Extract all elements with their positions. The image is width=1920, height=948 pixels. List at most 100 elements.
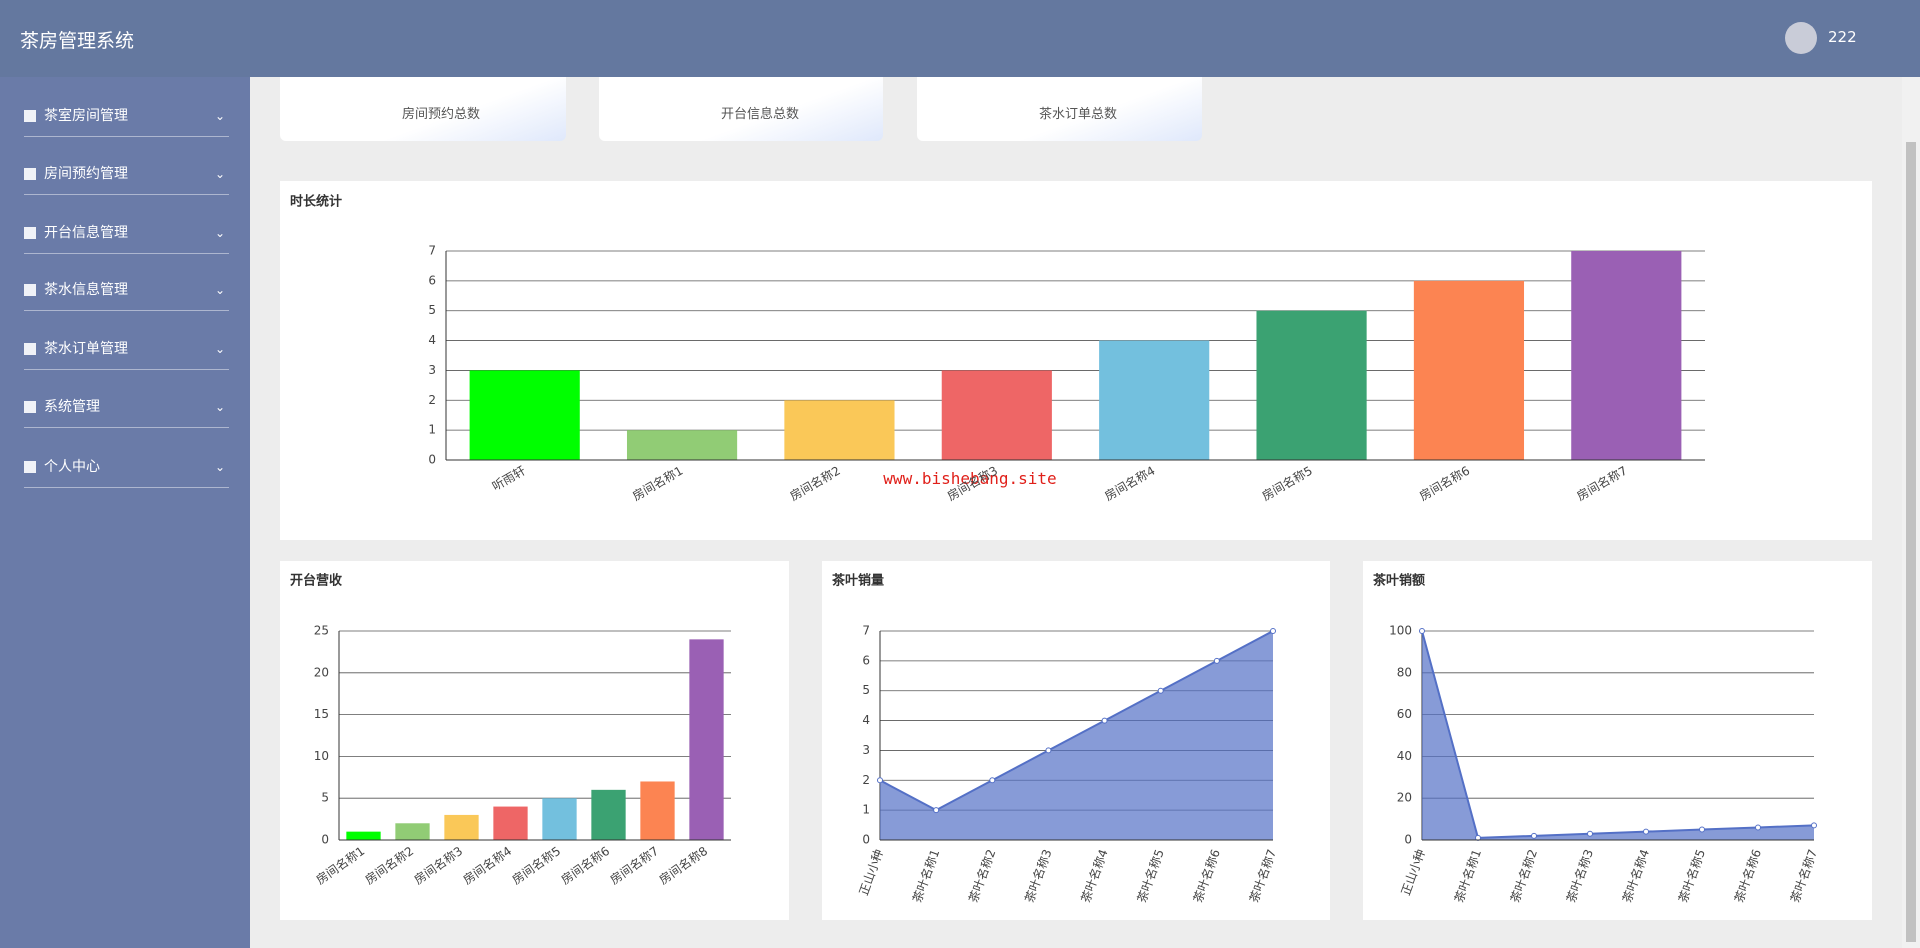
- menu-icon: [24, 284, 36, 296]
- x-tick-label: 茶叶名称4: [1078, 847, 1111, 904]
- point: [1213, 657, 1220, 664]
- y-tick-label: 60: [1397, 707, 1412, 721]
- y-tick-label: 3: [862, 743, 870, 757]
- x-tick-label: 茶叶名称2: [1507, 847, 1540, 904]
- x-tick-label: 房间名称8: [656, 843, 710, 887]
- point: [1699, 826, 1705, 833]
- line: [1421, 630, 1815, 839]
- x-tick-label: 茶叶名称5: [1675, 847, 1708, 904]
- menu-item[interactable]: 个人中心 ⌄: [24, 447, 229, 488]
- x-tick-label: 房间名称3: [411, 843, 465, 887]
- x-tick-label: 茶叶名称6: [1190, 847, 1223, 904]
- point: [877, 777, 883, 784]
- menu-item[interactable]: 系统管理 ⌄: [24, 387, 229, 428]
- bar: [941, 370, 1052, 460]
- x-tick-label: 房间名称1: [630, 463, 686, 504]
- area: [1422, 631, 1814, 840]
- avatar[interactable]: [1785, 22, 1817, 54]
- x-tick-label: 正山小种: [857, 847, 887, 897]
- bar: [1413, 280, 1525, 460]
- point: [1643, 828, 1649, 835]
- menu-icon: [24, 110, 36, 122]
- point: [933, 807, 940, 814]
- bar: [395, 823, 430, 840]
- user-name[interactable]: 222: [1828, 28, 1857, 46]
- y-tick-label: 4: [428, 333, 436, 347]
- app-title: 茶房管理系统: [20, 30, 135, 52]
- menu-item[interactable]: 开台信息管理 ⌄: [24, 213, 229, 254]
- y-tick-label: 4: [862, 713, 870, 727]
- menu-item[interactable]: 茶室房间管理 ⌄: [24, 96, 229, 137]
- bar: [1256, 310, 1367, 460]
- chart-title: 茶叶销额: [1373, 573, 1425, 589]
- menu-icon: [24, 343, 36, 355]
- x-tick-label: 茶叶名称1: [909, 847, 942, 904]
- y-tick-label: 6: [862, 653, 870, 667]
- point: [1045, 747, 1052, 754]
- x-tick-label: 听雨轩: [490, 464, 528, 494]
- chevron: ⌄: [214, 342, 225, 356]
- watermark: www.bishebang.site: [883, 469, 1056, 488]
- chevron: ⌄: [214, 226, 225, 240]
- x-tick-label: 房间名称2: [362, 843, 416, 887]
- x-tick-label: 茶叶名称3: [1563, 847, 1596, 904]
- bar: [626, 430, 738, 460]
- y-tick-label: 5: [428, 303, 436, 317]
- stat-card: 房间预约总数: [280, 77, 566, 141]
- y-tick-label: 20: [314, 665, 329, 679]
- y-tick-label: 1: [862, 803, 870, 817]
- menu-item[interactable]: 茶水订单管理 ⌄: [24, 329, 229, 370]
- menu-label: 茶水信息管理: [44, 282, 128, 298]
- scroll-thumb[interactable]: [1906, 142, 1916, 942]
- x-tick-label: 茶叶名称4: [1619, 847, 1652, 904]
- y-tick-label: 6: [428, 273, 436, 287]
- x-tick-label: 房间名称4: [460, 843, 514, 887]
- y-tick-label: 7: [428, 244, 436, 258]
- menu-label: 开台信息管理: [44, 225, 128, 241]
- point: [1755, 824, 1761, 831]
- card-label: 开台信息总数: [721, 107, 800, 122]
- point: [1587, 830, 1593, 837]
- y-tick-label: 10: [314, 749, 329, 763]
- x-tick-label: 茶叶名称6: [1731, 847, 1764, 904]
- menu-icon: [24, 461, 36, 473]
- point: [1811, 822, 1817, 829]
- x-tick-label: 房间名称7: [1574, 463, 1630, 504]
- y-tick-label: 5: [321, 791, 329, 805]
- line: [879, 630, 1274, 812]
- x-tick-label: 茶叶名称7: [1246, 847, 1279, 904]
- y-tick-label: 15: [314, 707, 329, 721]
- chevron: ⌄: [214, 283, 225, 297]
- chart-title: 时长统计: [290, 194, 342, 210]
- chevron: ⌄: [214, 109, 225, 123]
- bar: [640, 781, 675, 840]
- x-tick-label: 房间名称4: [1102, 463, 1158, 504]
- y-tick-label: 2: [428, 393, 436, 407]
- stat-card: 开台信息总数: [599, 77, 883, 141]
- bar: [784, 400, 895, 460]
- y-tick-label: 1: [428, 423, 436, 437]
- point: [1419, 628, 1425, 634]
- bar: [689, 639, 724, 840]
- y-tick-label: 0: [862, 833, 870, 847]
- menu-icon: [24, 227, 36, 239]
- bar: [542, 798, 577, 840]
- y-tick-label: 0: [321, 833, 329, 847]
- menu-icon: [24, 168, 36, 180]
- y-tick-label: 7: [862, 624, 870, 638]
- x-tick-label: 正山小种: [1399, 847, 1429, 897]
- y-tick-label: 2: [862, 773, 870, 787]
- x-tick-label: 茶叶名称2: [965, 847, 998, 904]
- y-tick-label: 3: [428, 363, 436, 377]
- x-tick-label: 茶叶名称3: [1021, 847, 1054, 904]
- point: [1531, 832, 1537, 839]
- point: [1270, 628, 1276, 634]
- menu-item[interactable]: 房间预约管理 ⌄: [24, 154, 229, 195]
- x-tick-label: 房间名称1: [313, 843, 367, 887]
- scrollbar[interactable]: [1902, 77, 1920, 948]
- menu-item[interactable]: 茶水信息管理 ⌄: [24, 270, 229, 311]
- point: [1157, 687, 1164, 694]
- menu-label: 系统管理: [44, 399, 100, 415]
